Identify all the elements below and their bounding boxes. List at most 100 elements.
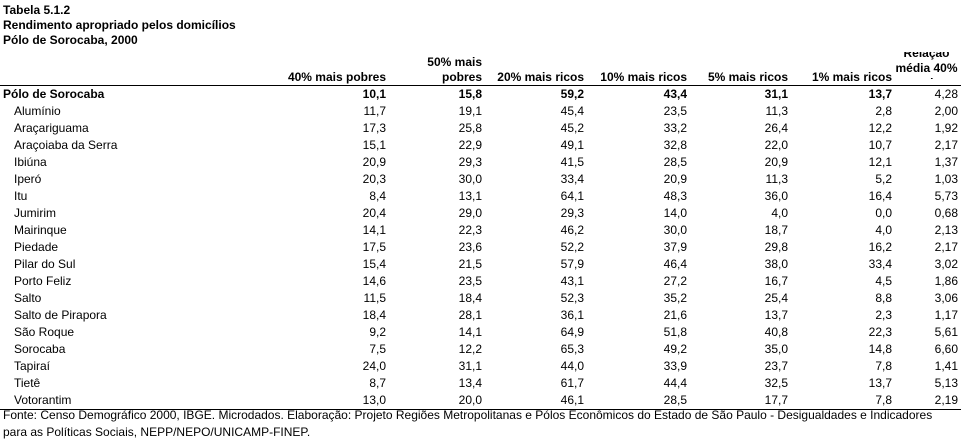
cell-relacao: 1,86	[934, 274, 958, 288]
cell-40-pobres: 20,9	[362, 155, 386, 169]
cell-5-ricos: 35,0	[764, 342, 788, 356]
cell-40-pobres: 24,0	[362, 359, 386, 373]
cell-10-ricos: 14,0	[663, 206, 687, 220]
cell-10-ricos: 51,8	[663, 325, 687, 339]
row-name: Pilar do Sul	[14, 257, 76, 271]
cell-1-ricos: 5,2	[875, 172, 892, 186]
cell-1-ricos: 22,3	[868, 325, 892, 339]
row-name: Mairinque	[14, 223, 67, 237]
cell-5-ricos: 13,7	[764, 308, 788, 322]
cell-1-ricos: 33,4	[868, 257, 892, 271]
cell-10-ricos: 48,3	[663, 189, 687, 203]
cell-40-pobres: 15,1	[362, 138, 386, 152]
cell-10-ricos: 23,5	[663, 104, 687, 118]
cell-50-pobres: 29,3	[458, 155, 482, 169]
table-row-total: Pólo de Sorocaba 10,1 15,8 59,2 43,4 31,1 13,7…	[0, 86, 961, 104]
table-row: Tietê 8,7 13,4 61,7 44,4 32,5 13,7 5,13	[0, 375, 961, 392]
income-table: 40% mais pobres 50% mais pobres 20% mais…	[0, 52, 961, 410]
cell-40-pobres: 14,1	[362, 223, 386, 237]
cell-relacao: 3,06	[934, 291, 958, 305]
cell-40-pobres: 11,7	[363, 104, 386, 118]
cell-20-ricos: 65,3	[560, 342, 584, 356]
cell-10-ricos: 32,8	[663, 138, 687, 152]
cell-20-ricos: 59,2	[560, 87, 584, 101]
cell-10-ricos: 46,4	[663, 257, 687, 271]
cell-40-pobres: 7,5	[369, 342, 386, 356]
row-name: Itu	[14, 189, 28, 203]
row-name: Salto de Pirapora	[14, 308, 107, 322]
table-row: Salto de Pirapora 18,4 28,1 36,1 21,6 13,7 2,3…	[0, 307, 961, 324]
cell-5-ricos: 4,0	[771, 206, 788, 220]
cell-relacao: 1,92	[934, 121, 958, 135]
cell-20-ricos: 52,2	[560, 240, 584, 254]
cell-20-ricos: 64,1	[560, 189, 584, 203]
cell-50-pobres: 22,9	[458, 138, 482, 152]
cell-50-pobres: 25,8	[458, 121, 482, 135]
cell-50-pobres: 31,1	[458, 359, 482, 373]
cell-relacao: 5,61	[934, 325, 958, 339]
cell-50-pobres: 29,0	[458, 206, 482, 220]
table-body: Pólo de Sorocaba 10,1 15,8 59,2 43,4 31,1 13,7…	[0, 86, 961, 410]
cell-5-ricos: 25,4	[764, 291, 788, 305]
cell-40-pobres: 13,0	[285, 392, 389, 410]
cell-1-ricos: 13,7	[868, 87, 892, 101]
cell-5-ricos: 32,5	[764, 376, 788, 390]
cell-5-ricos: 16,7	[764, 274, 788, 288]
header-50-pobres: 50% mais pobres	[389, 52, 485, 86]
source-note: Fonte: Censo Demográfico 2000, IBGE. Mic…	[3, 408, 933, 439]
table-row: Araçoiaba da Serra 15,1 22,9 49,1 32,8 22,0 10…	[0, 137, 961, 154]
cell-10-ricos: 27,2	[663, 274, 687, 288]
cell-40-pobres: 17,5	[362, 240, 386, 254]
cell-20-ricos: 52,3	[560, 291, 584, 305]
table-row: Mairinque 14,1 22,3 46,2 30,0 18,7 4,0 2,13	[0, 222, 961, 239]
table-row: Piedade 17,5 23,6 52,2 37,9 29,8 16,2 2,17	[0, 239, 961, 256]
cell-1-ricos: 2,8	[875, 104, 892, 118]
cell-5-ricos: 22,0	[764, 138, 788, 152]
header-20-ricos: 20% mais ricos	[485, 52, 587, 86]
cell-50-pobres: 23,6	[458, 240, 482, 254]
cell-40-pobres: 18,4	[362, 308, 386, 322]
table-row: Salto 11,5 18,4 52,3 35,2 25,4 8,8 3,06	[0, 290, 961, 307]
cell-1-ricos: 7,8	[875, 359, 892, 373]
cell-1-ricos: 10,7	[868, 138, 892, 152]
cell-relacao: 3,02	[934, 257, 958, 271]
cell-50-pobres: 20,0	[389, 392, 485, 410]
cell-5-ricos: 40,8	[764, 325, 788, 339]
cell-50-pobres: 23,5	[458, 274, 482, 288]
cell-1-ricos: 12,2	[868, 121, 892, 135]
table-row: Votorantim 13,0 20,0 46,1 28,5 17,7 7,8 2,19	[0, 392, 961, 410]
cell-50-pobres: 15,8	[458, 87, 482, 101]
cell-20-ricos: 33,4	[560, 172, 584, 186]
cell-5-ricos: 38,0	[764, 257, 788, 271]
row-name: Araçariguama	[14, 121, 89, 135]
cell-5-ricos: 20,9	[764, 155, 788, 169]
row-name: Alumínio	[14, 104, 61, 118]
cell-1-ricos: 16,4	[868, 189, 892, 203]
cell-10-ricos: 30,0	[663, 223, 687, 237]
cell-1-ricos: 14,8	[868, 342, 892, 356]
header-relacao: Relação média 40% mais	[895, 52, 961, 86]
cell-1-ricos: 4,0	[875, 223, 892, 237]
row-name: Tapiraí	[14, 359, 51, 373]
cell-20-ricos: 44,0	[560, 359, 584, 373]
cell-5-ricos: 31,1	[764, 87, 788, 101]
cell-20-ricos: 43,1	[560, 274, 584, 288]
cell-relacao: 5,13	[934, 376, 958, 390]
cell-1-ricos: 13,7	[868, 376, 892, 390]
cell-40-pobres: 8,7	[369, 376, 386, 390]
header-5-ricos: 5% mais ricos	[690, 52, 791, 86]
cell-5-ricos: 36,0	[764, 189, 788, 203]
cell-10-ricos: 43,4	[663, 87, 687, 101]
row-name: Iperó	[14, 172, 42, 186]
cell-relacao: 5,73	[934, 189, 958, 203]
header-relacao-label: Relação média 40% mais	[895, 52, 958, 79]
table-row: Tapiraí 24,0 31,1 44,0 33,9 23,7 7,8 1,41	[0, 358, 961, 375]
cell-5-ricos: 17,7	[690, 392, 791, 410]
cell-40-pobres: 15,4	[362, 257, 386, 271]
row-name: Ibiúna	[14, 155, 47, 169]
cell-40-pobres: 8,4	[369, 189, 386, 203]
table-title-block: Tabela 5.1.2 Rendimento apropriado pelos…	[3, 3, 236, 48]
cell-50-pobres: 21,5	[458, 257, 482, 271]
table-row: Ibiúna 20,9 29,3 41,5 28,5 20,9 12,1 1,37	[0, 154, 961, 171]
cell-20-ricos: 29,3	[560, 206, 584, 220]
